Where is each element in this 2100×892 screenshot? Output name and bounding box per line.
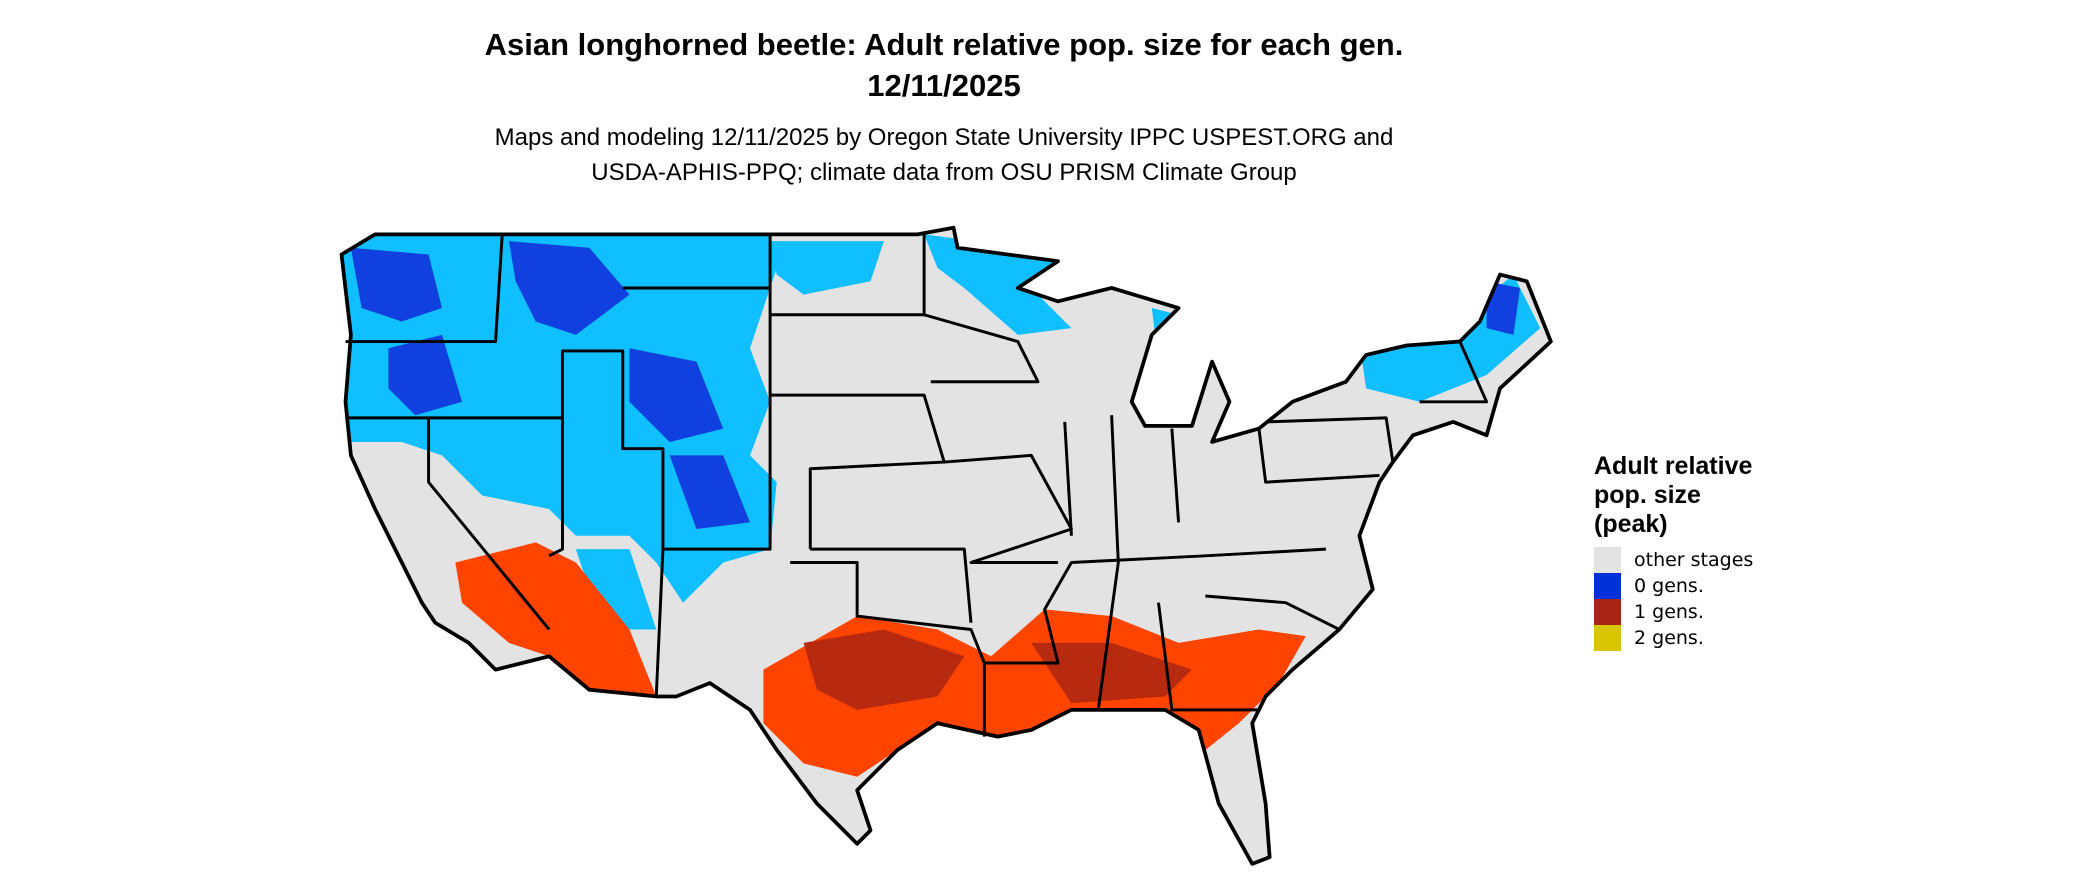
- legend: Adult relative pop. size (peak) other st…: [1594, 452, 1794, 651]
- subtitle-line-2: USDA-APHIS-PPQ; climate data from OSU PR…: [591, 159, 1297, 186]
- state-border: [1265, 416, 1395, 463]
- state-border: [810, 547, 973, 623]
- state-border: [1419, 340, 1489, 404]
- legend-title-line: Adult relative: [1594, 452, 1753, 480]
- legend-swatch: [1594, 547, 1621, 573]
- legend-label: 0 gens.: [1634, 575, 1704, 597]
- legend-item-0-gens: 0 gens.: [1594, 573, 1794, 599]
- state-border: [427, 417, 551, 631]
- one-gen-region: [455, 542, 1306, 777]
- state-border: [1257, 428, 1380, 484]
- legend-swatch: [1594, 573, 1621, 599]
- legend-title-line: pop. size: [1594, 481, 1701, 509]
- legend-item-2-gens: 2 gens.: [1594, 625, 1794, 651]
- legend-label: 1 gens.: [1634, 601, 1704, 623]
- title-line-1: Asian longhorned beetle: Adult relative …: [484, 27, 1404, 62]
- state-border: [790, 561, 986, 737]
- state-border: [1096, 415, 1120, 711]
- legend-swatch: [1594, 625, 1621, 651]
- state-border: [1157, 602, 1259, 712]
- state-border: [1063, 421, 1073, 536]
- legend-title-line: (peak): [1594, 510, 1668, 538]
- legend-label: other stages: [1634, 549, 1754, 571]
- map-subtitle: Maps and modeling 12/11/2025 by Oregon S…: [0, 120, 1888, 190]
- state-border: [345, 234, 504, 344]
- state-border: [923, 313, 1040, 384]
- subtitle-line-1: Maps and modeling 12/11/2025 by Oregon S…: [494, 124, 1394, 151]
- title-line-2: 12/11/2025: [867, 68, 1021, 103]
- legend-swatch: [1594, 599, 1621, 625]
- legend-title: Adult relative pop. size (peak): [1594, 452, 1794, 539]
- state-borders: [339, 225, 1553, 866]
- state-border: [654, 287, 772, 697]
- map-title: Asian longhorned beetle: Adult relative …: [0, 24, 1888, 106]
- legend-item-1-gens: 1 gens.: [1594, 599, 1794, 625]
- state-border: [1170, 428, 1181, 523]
- legend-item-other-stages: other stages: [1594, 547, 1794, 573]
- legend-label: 2 gens.: [1634, 627, 1704, 649]
- state-border: [548, 417, 564, 558]
- state-border: [984, 547, 1326, 665]
- state-border: [1205, 594, 1340, 631]
